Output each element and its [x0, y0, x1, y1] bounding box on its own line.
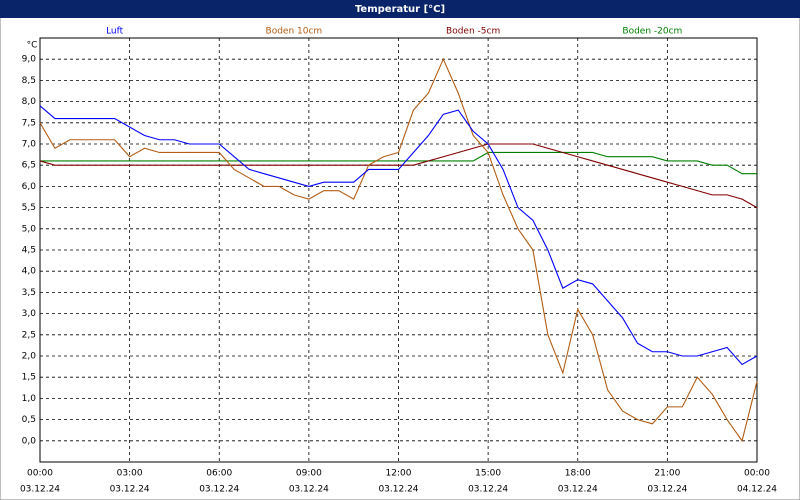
title-bar	[0, 0, 800, 18]
y-tick-label: 7,5	[22, 118, 36, 128]
x-tick-label: 06:00	[206, 469, 232, 479]
y-unit: °C	[27, 41, 38, 51]
y-tick-label: 1,0	[22, 394, 37, 404]
legend-label: Boden -5cm	[446, 27, 500, 37]
y-tick-label: 1,5	[22, 373, 36, 383]
y-tick-label: 7,0	[22, 140, 37, 150]
x-tick-label: 15:00	[475, 469, 501, 479]
series-line	[40, 151, 757, 175]
legend-label: Boden 10cm	[266, 27, 323, 37]
x-tick-date: 03.12.24	[199, 485, 239, 495]
legend-label: Boden -20cm	[622, 27, 682, 37]
series-line	[39, 57, 758, 443]
series-line	[39, 105, 758, 366]
x-tick-date: 03.12.24	[468, 485, 508, 495]
y-tick-label: 4,5	[22, 246, 36, 256]
chart-title: Temperatur [°C]	[355, 4, 445, 15]
x-tick-label: 12:00	[386, 469, 412, 479]
y-tick-label: 5,5	[22, 203, 36, 213]
y-tick-label: 4,0	[22, 267, 37, 277]
y-tick-label: 3,5	[22, 288, 36, 298]
x-tick-date: 04.12.24	[737, 485, 777, 495]
y-tick-label: 3,0	[22, 309, 37, 319]
x-tick-label: 00:00	[27, 469, 53, 479]
y-tick-label: 9,0	[22, 55, 37, 65]
x-tick-date: 03.12.24	[647, 485, 687, 495]
x-tick-date: 03.12.24	[20, 485, 60, 495]
x-tick-label: 03:00	[117, 469, 143, 479]
y-tick-label: 8,0	[22, 97, 37, 107]
y-tick-label: 6,5	[22, 161, 36, 171]
x-tick-date: 03.12.24	[110, 485, 150, 495]
x-tick-label: 21:00	[654, 469, 680, 479]
y-tick-label: 0,5	[22, 415, 36, 425]
x-tick-date: 03.12.24	[289, 485, 329, 495]
y-tick-label: 6,0	[22, 182, 37, 192]
x-tick-label: 09:00	[296, 469, 322, 479]
x-tick-label: 00:00	[744, 469, 770, 479]
x-tick-date: 03.12.24	[378, 485, 418, 495]
x-tick-date: 03.12.24	[558, 485, 598, 495]
y-tick-label: 2,5	[22, 330, 36, 340]
legend-label: Luft	[106, 27, 124, 37]
y-tick-label: 5,0	[22, 224, 37, 234]
y-tick-label: 2,0	[22, 352, 37, 362]
y-tick-label: 8,5	[22, 76, 36, 86]
series-line	[39, 143, 758, 209]
x-tick-label: 18:00	[565, 469, 591, 479]
y-tick-label: 0,0	[22, 436, 37, 446]
